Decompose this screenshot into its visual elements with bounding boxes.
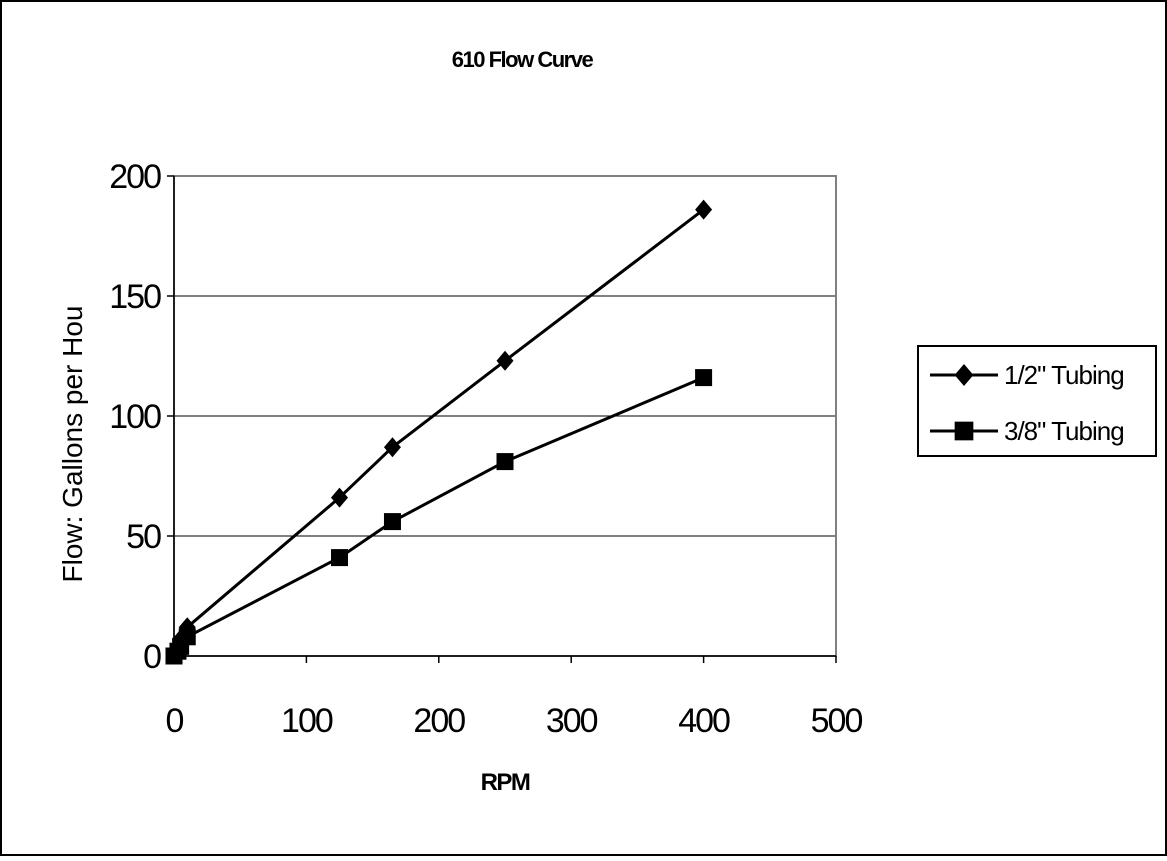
axes: 0 50 100 150 200 0 100 200 300 400 500 <box>109 158 864 740</box>
series-2-point-6 <box>496 453 514 471</box>
series-1-point-7 <box>695 199 713 220</box>
series-2-point-7 <box>695 369 713 387</box>
x-tick-label-500: 500 <box>811 702 863 740</box>
y-tick-label-50: 50 <box>126 518 161 556</box>
legend: 1/2" Tubing 3/8" Tubing <box>917 345 1157 457</box>
legend-box <box>917 345 1157 457</box>
x-tick-label-100: 100 <box>281 702 333 740</box>
y-tick-label-100: 100 <box>109 398 161 436</box>
series-1-point-5 <box>383 437 401 458</box>
legend-label-2: 3/8" Tubing <box>1004 416 1124 446</box>
series-2 <box>165 369 713 665</box>
x-tick-label-300: 300 <box>546 702 598 740</box>
series-1-point-6 <box>496 350 514 371</box>
series-group <box>165 199 713 665</box>
series-1-point-4 <box>331 487 348 508</box>
legend-swatch-marker-1 <box>954 364 974 386</box>
legend-label-1: 1/2" Tubing <box>1004 360 1124 390</box>
grid-lines <box>174 295 836 537</box>
legend-item-1: 1/2" Tubing <box>930 360 1125 390</box>
y-tick-label-0: 0 <box>143 638 161 676</box>
legend-items: 1/2" Tubing 3/8" Tubing <box>930 360 1125 446</box>
x-tick-label-400: 400 <box>678 702 730 740</box>
chart-title: 610 Flow Curve <box>452 47 594 72</box>
x-axis-title: RPM <box>481 769 530 796</box>
series-2-point-3 <box>178 628 196 646</box>
y-tick-label-150: 150 <box>109 278 161 316</box>
x-tick-label-0: 0 <box>166 702 184 740</box>
x-tick-label-200: 200 <box>413 702 465 740</box>
y-tick-label-200: 200 <box>109 158 161 196</box>
y-axis-title: Flow: Gallons per Hou <box>57 305 88 582</box>
legend-swatch-marker-2 <box>954 421 974 441</box>
legend-item-2: 3/8" Tubing <box>930 416 1125 446</box>
series-2-point-4 <box>331 549 348 567</box>
series-2-point-5 <box>383 513 401 531</box>
